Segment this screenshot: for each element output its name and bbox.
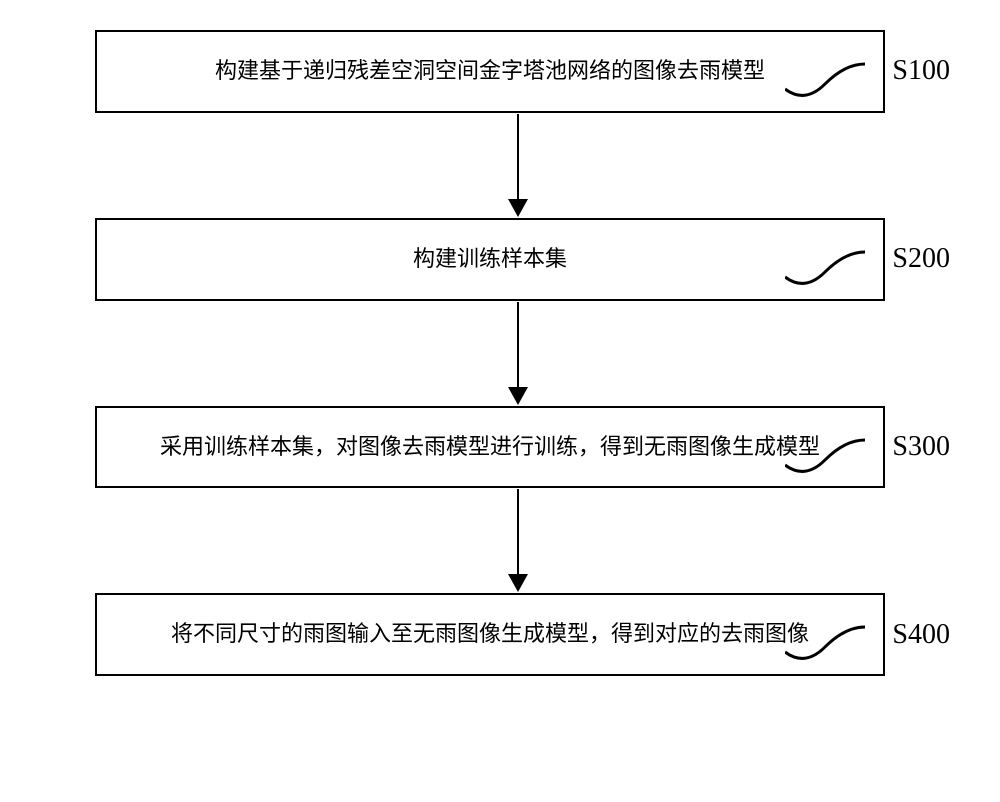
step-label: S400 (892, 619, 950, 651)
connector-curve-2 (785, 247, 865, 297)
connector-curve-4 (785, 622, 865, 672)
arrow-head (508, 199, 528, 217)
step-label: S100 (892, 55, 950, 87)
step-row-3: 采用训练样本集，对图像去雨模型进行训练，得到无雨图像生成模型 S300 (60, 406, 940, 489)
step-box-1: 构建基于递归残差空洞空间金字塔池网络的图像去雨模型 (95, 30, 885, 113)
step-text: 构建基于递归残差空洞空间金字塔池网络的图像去雨模型 (215, 56, 765, 87)
connector-curve-3 (785, 435, 865, 485)
step-box-2: 构建训练样本集 (95, 218, 885, 301)
arrow-head (508, 574, 528, 592)
arrow-line (517, 489, 519, 574)
arrow-line (517, 114, 519, 199)
connector-curve-1 (785, 59, 865, 109)
flowchart-container: 构建基于递归残差空洞空间金字塔池网络的图像去雨模型 S100 构建训练样本集 S… (60, 30, 940, 676)
step-text: 构建训练样本集 (413, 244, 567, 275)
arrow-1 (123, 113, 913, 218)
step-row-2: 构建训练样本集 S200 (60, 218, 940, 301)
step-row-1: 构建基于递归残差空洞空间金字塔池网络的图像去雨模型 S100 (60, 30, 940, 113)
step-text: 将不同尺寸的雨图输入至无雨图像生成模型，得到对应的去雨图像 (171, 619, 809, 650)
step-label: S200 (892, 243, 950, 275)
step-box-3: 采用训练样本集，对图像去雨模型进行训练，得到无雨图像生成模型 (95, 406, 885, 489)
arrow-line (517, 302, 519, 387)
arrow-3 (123, 488, 913, 593)
arrow-2 (123, 301, 913, 406)
step-box-4: 将不同尺寸的雨图输入至无雨图像生成模型，得到对应的去雨图像 (95, 593, 885, 676)
step-text: 采用训练样本集，对图像去雨模型进行训练，得到无雨图像生成模型 (160, 432, 820, 463)
arrow-head (508, 387, 528, 405)
step-row-4: 将不同尺寸的雨图输入至无雨图像生成模型，得到对应的去雨图像 S400 (60, 593, 940, 676)
step-label: S300 (892, 431, 950, 463)
